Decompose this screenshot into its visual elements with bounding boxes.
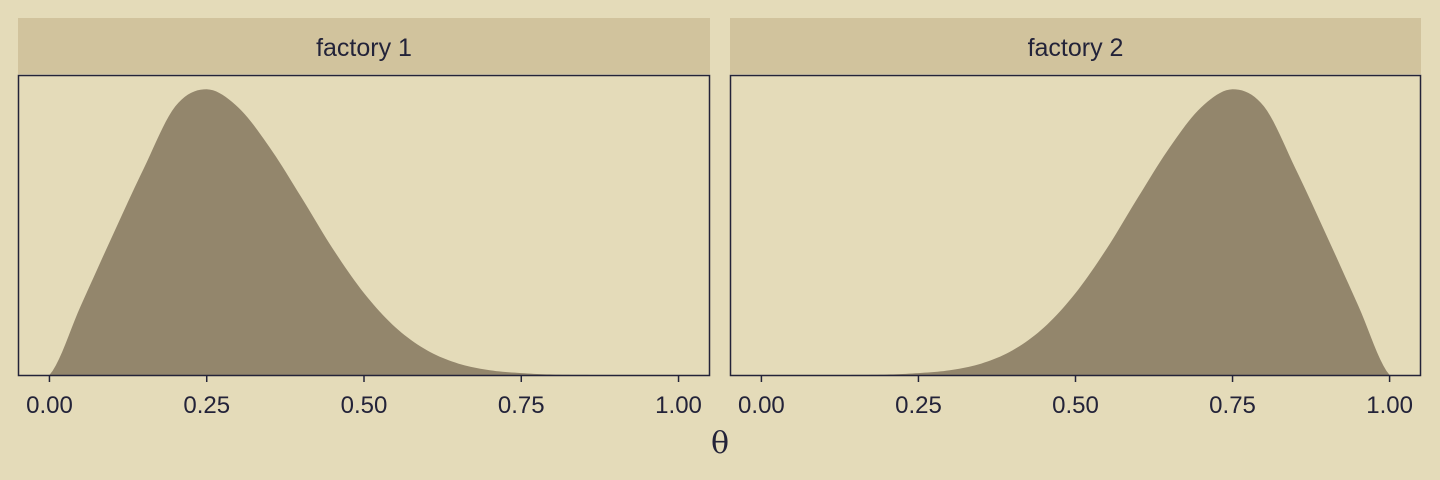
x-tick-label: 0.50 xyxy=(341,392,388,419)
x-tick-label: 1.00 xyxy=(1366,392,1413,419)
x-tick-label: 0.25 xyxy=(895,392,942,419)
x-axis-title: θ xyxy=(711,426,729,461)
strip-header xyxy=(730,18,1421,74)
panel-factory-1: factory 1 0.00 0.25 0.50 0.75 1.00 xyxy=(17,18,711,419)
density-area-series-1 xyxy=(49,89,679,375)
panel-border xyxy=(729,74,1422,377)
x-tick-label: 1.00 xyxy=(655,392,702,419)
x-tick-label: 0.75 xyxy=(1209,392,1256,419)
strip-header xyxy=(18,18,710,74)
density-area-series-1 xyxy=(761,89,1390,375)
x-tick-label: 0.00 xyxy=(26,392,73,419)
x-tick-label: 0.00 xyxy=(738,392,785,419)
x-tick-label: 0.25 xyxy=(183,392,230,419)
x-tick-label: 0.75 xyxy=(498,392,545,419)
panel-border xyxy=(17,74,711,377)
strip-title: factory 1 xyxy=(316,34,412,62)
x-tick-label: 0.50 xyxy=(1052,392,1099,419)
panel-factory-2: factory 2 0.00 0.25 0.50 0.75 1.00 xyxy=(729,18,1422,419)
strip-title: factory 2 xyxy=(1028,34,1124,62)
